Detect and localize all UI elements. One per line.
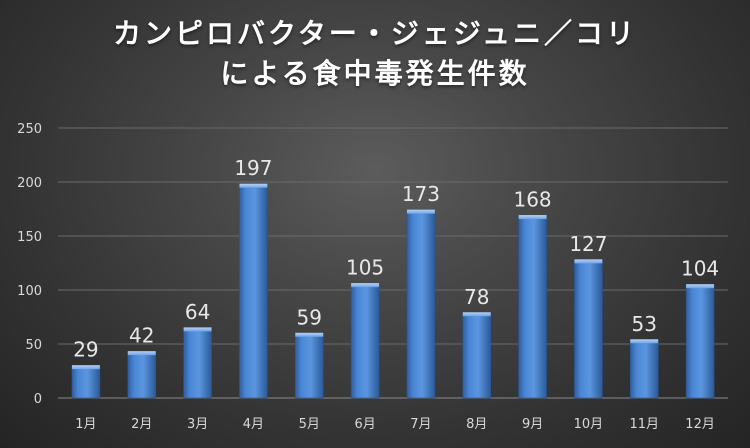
bar-top-highlight: [574, 259, 603, 264]
data-label: 64: [185, 300, 210, 324]
data-label: 78: [464, 285, 489, 309]
chart-title-line-1: カンピロバクター・ジェジュニ／コリ: [113, 17, 637, 50]
y-axis-ticks: 0 50 100 150 200 250: [17, 122, 42, 407]
x-axis-ticks: 1月 2月 3月 4月 5月 6月 7月 8月 9月 10月 11月 12月: [75, 417, 715, 432]
bar: [629, 340, 659, 399]
y-tick-label: 250: [17, 122, 42, 137]
bar-top-highlight: [127, 351, 156, 356]
x-tick-label: 8月: [466, 417, 487, 432]
data-label: 173: [402, 182, 440, 206]
data-label: 127: [569, 232, 607, 256]
bar: [406, 210, 436, 399]
data-label: 105: [346, 256, 384, 280]
bar: [574, 260, 603, 399]
y-tick-label: 200: [17, 176, 42, 191]
chart-title-line-2: による食中毒発生件数: [220, 57, 530, 90]
bar: [127, 352, 157, 399]
data-label: 42: [129, 324, 154, 348]
bar-top-highlight: [239, 183, 268, 188]
x-tick-label: 3月: [187, 417, 208, 432]
bar: [462, 313, 492, 399]
bar-top-highlight: [351, 283, 380, 288]
bar: [518, 216, 547, 399]
x-tick-label: 10月: [574, 417, 604, 432]
bar: [71, 366, 101, 399]
chart-title: カンピロバクター・ジェジュニ／コリ による食中毒発生件数: [0, 14, 750, 94]
x-tick-label: 2月: [131, 417, 152, 432]
y-tick-label: 150: [17, 230, 42, 245]
x-tick-label: 9月: [522, 417, 543, 432]
bar-top-highlight: [295, 332, 324, 337]
bar: [350, 284, 380, 399]
y-tick-label: 50: [25, 338, 42, 353]
bar-top-highlight: [686, 284, 715, 289]
bar-top-highlight: [71, 365, 100, 370]
y-gridlines: [58, 127, 728, 399]
bar: [294, 333, 324, 399]
data-label: 53: [632, 312, 657, 336]
data-labels: 29 42 64 197 59 105 173 78 168 127 53 104: [73, 156, 719, 361]
bars: [71, 183, 715, 399]
bar: [685, 285, 715, 399]
bar-top-highlight: [406, 209, 435, 214]
bar: [183, 328, 212, 399]
x-tick-label: 12月: [685, 417, 715, 432]
data-label: 29: [73, 338, 98, 362]
bar: [239, 184, 268, 399]
data-label: 197: [234, 156, 272, 180]
x-tick-label: 1月: [75, 417, 96, 432]
bar-top-highlight: [518, 215, 547, 220]
y-tick-label: 100: [17, 284, 42, 299]
x-tick-label: 11月: [629, 417, 659, 432]
bar-top-highlight: [630, 339, 659, 344]
x-tick-label: 6月: [354, 417, 375, 432]
bar-top-highlight: [462, 312, 491, 317]
x-tick-label: 4月: [243, 417, 264, 432]
x-tick-label: 5月: [299, 417, 320, 432]
data-label: 168: [513, 188, 551, 212]
x-tick-label: 7月: [410, 417, 431, 432]
bar-top-highlight: [183, 327, 212, 332]
y-tick-label: 0: [34, 392, 42, 407]
data-label: 59: [297, 305, 322, 329]
data-label: 104: [681, 257, 719, 281]
